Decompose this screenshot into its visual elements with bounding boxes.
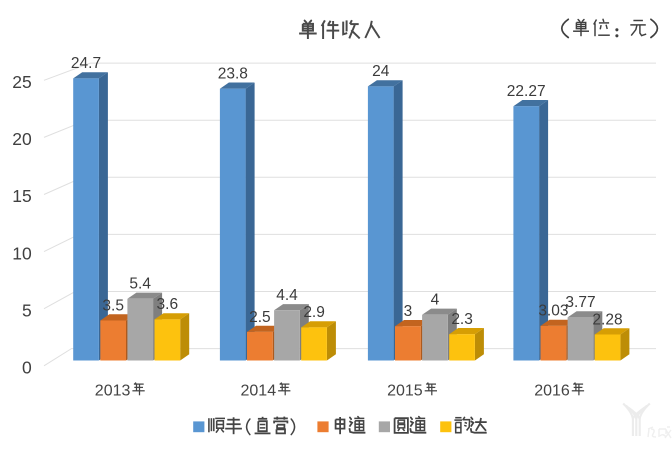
- svg-text:2015: 2015: [387, 382, 423, 399]
- svg-text:25: 25: [12, 72, 31, 92]
- svg-text:3.77: 3.77: [565, 294, 595, 311]
- svg-text:24.7: 24.7: [71, 55, 101, 72]
- svg-text:24: 24: [372, 63, 390, 80]
- svg-text:3.6: 3.6: [157, 296, 179, 313]
- svg-text:5: 5: [22, 300, 32, 320]
- svg-text:10: 10: [12, 243, 32, 263]
- svg-text:3.5: 3.5: [102, 297, 124, 314]
- svg-text:3: 3: [404, 303, 413, 320]
- svg-text:23.8: 23.8: [218, 66, 248, 83]
- svg-text:2014: 2014: [241, 382, 277, 399]
- svg-text:2.5: 2.5: [249, 309, 271, 326]
- svg-text:2.3: 2.3: [451, 311, 473, 328]
- svg-text:0: 0: [22, 358, 32, 378]
- svg-text:5.4: 5.4: [129, 276, 151, 293]
- svg-text:4: 4: [431, 292, 440, 309]
- svg-text:2.9: 2.9: [303, 304, 325, 321]
- svg-text:2013: 2013: [95, 382, 131, 399]
- svg-text:20: 20: [12, 129, 32, 149]
- svg-text:4.4: 4.4: [276, 287, 298, 304]
- svg-text:2016: 2016: [534, 382, 570, 399]
- svg-text:22.27: 22.27: [507, 83, 546, 100]
- svg-text:2.28: 2.28: [592, 311, 622, 328]
- svg-text:3.03: 3.03: [538, 303, 568, 320]
- svg-text:15: 15: [12, 186, 31, 206]
